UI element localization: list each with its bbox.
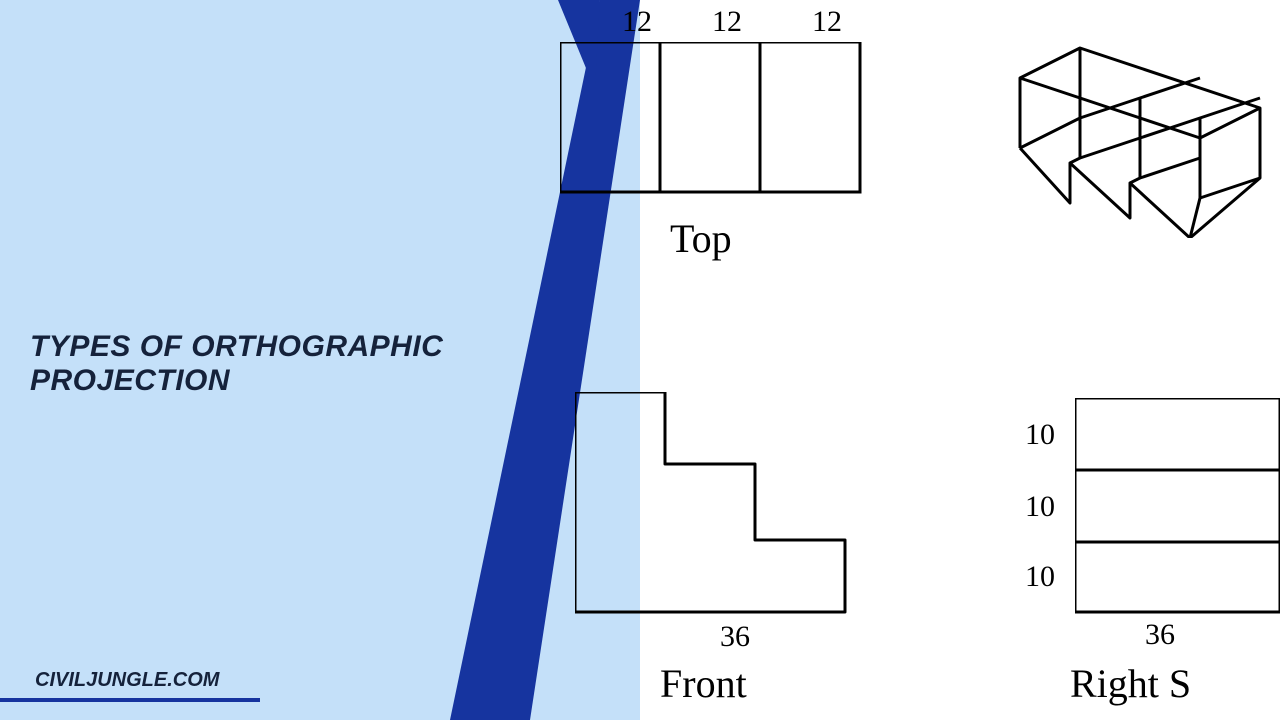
top-view-label: Top [670, 215, 732, 262]
top-view-drawing [560, 42, 880, 202]
dimension-label: 12 [812, 5, 842, 39]
page-canvas: TYPES OF ORTHOGRAPHIC PROJECTION CIVILJU… [0, 0, 1280, 720]
front-view-drawing [575, 392, 875, 622]
dimension-label: 12 [622, 5, 652, 39]
front-dim-bottom: 36 [720, 620, 750, 654]
front-view-label: Front [660, 660, 747, 707]
dimension-label: 10 [1025, 490, 1055, 524]
site-underline [0, 698, 260, 702]
dimension-label: 12 [712, 5, 742, 39]
dimension-label: 10 [1025, 418, 1055, 452]
page-title: TYPES OF ORTHOGRAPHIC PROJECTION [30, 330, 490, 398]
dimension-label: 10 [1025, 560, 1055, 594]
right-view-label: Right S [1070, 660, 1191, 707]
right-dim-bottom: 36 [1145, 618, 1175, 652]
right-view-drawing [1075, 398, 1280, 618]
isometric-drawing [1010, 38, 1270, 238]
site-credit: CIVILJUNGLE.COM [35, 669, 219, 692]
